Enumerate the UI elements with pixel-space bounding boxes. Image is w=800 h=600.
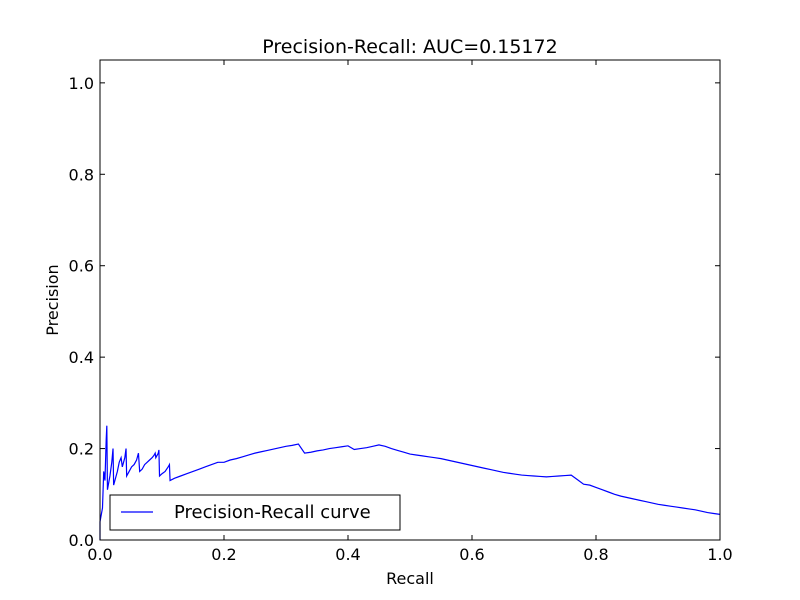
y-tick-label: 0.2 bbox=[69, 440, 94, 459]
y-tick-label: 0.0 bbox=[69, 531, 94, 550]
y-tick-label: 0.4 bbox=[69, 348, 94, 367]
legend-label: Precision-Recall curve bbox=[174, 502, 371, 523]
x-tick-label: 0.0 bbox=[87, 545, 112, 564]
x-tick-label: 0.2 bbox=[211, 545, 236, 564]
series-line-precision-recall bbox=[99, 425, 721, 540]
legend: Precision-Recall curve bbox=[109, 494, 401, 531]
x-tick-label: 1.0 bbox=[707, 545, 732, 564]
y-axis-label: Precision bbox=[43, 264, 62, 335]
y-tick-label: 0.8 bbox=[69, 165, 94, 184]
y-tick-label: 0.6 bbox=[69, 257, 94, 276]
plot-area bbox=[100, 60, 720, 540]
series-layer bbox=[99, 425, 721, 540]
legend-box bbox=[109, 494, 401, 531]
x-tick-label: 0.4 bbox=[335, 545, 360, 564]
x-axis-label: Recall bbox=[386, 569, 434, 588]
axes-frame bbox=[99, 59, 721, 541]
chart-title: Precision-Recall: AUC=0.15172 bbox=[262, 36, 557, 58]
x-tick-label: 0.6 bbox=[459, 545, 484, 564]
x-tick-label: 0.8 bbox=[583, 545, 608, 564]
y-tick-label: 1.0 bbox=[69, 74, 94, 93]
y-axis-ticks: 0.0 0.2 0.4 0.6 0.8 1.0 bbox=[69, 74, 720, 550]
